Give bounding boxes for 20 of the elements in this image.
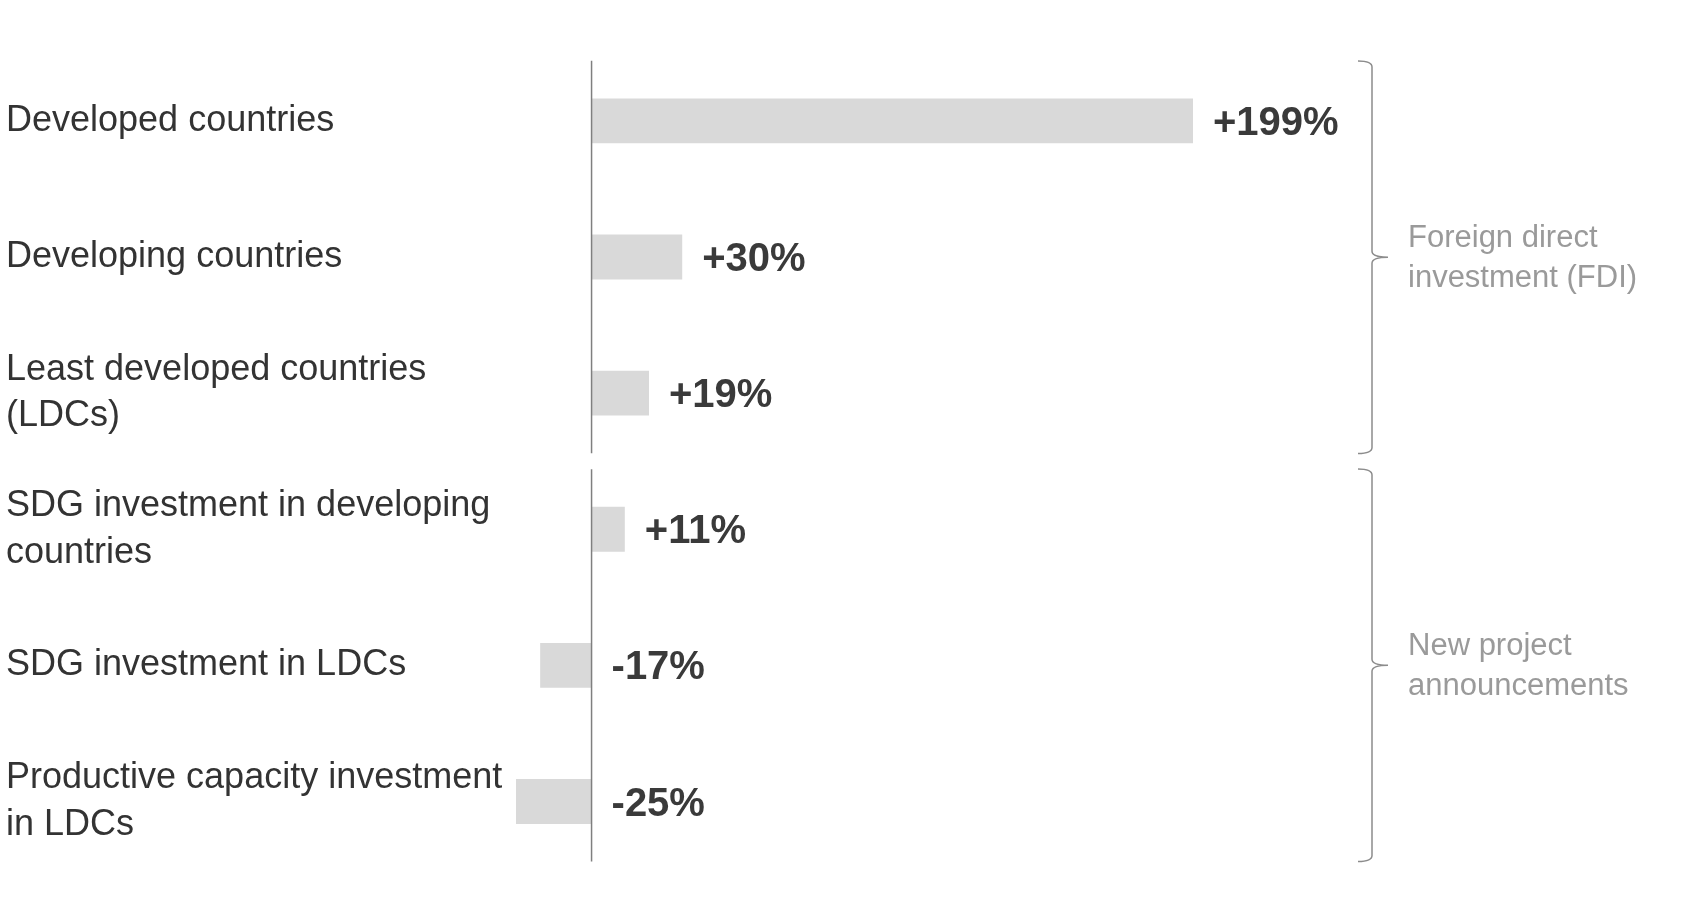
text: Foreign direct investment (FDI) bbox=[1408, 217, 1639, 296]
data-label: -25% bbox=[611, 779, 705, 824]
y-tick-label: Developed countries bbox=[6, 97, 335, 139]
y-tick-label: Productive capacity investment in LDCs bbox=[6, 755, 503, 843]
bar bbox=[591, 98, 1193, 144]
y-tick-label: SDG investment in developing countries bbox=[6, 482, 491, 571]
data-label: +30% bbox=[702, 235, 806, 280]
data-label: +19% bbox=[668, 371, 773, 416]
bar bbox=[591, 234, 683, 280]
y-tick-label: Developing countries bbox=[6, 233, 343, 275]
data-label: +199% bbox=[1213, 98, 1339, 143]
text: New project announcements bbox=[1408, 625, 1630, 705]
bar bbox=[591, 506, 625, 552]
data-label: +11% bbox=[644, 507, 747, 552]
bar bbox=[540, 642, 592, 688]
bar bbox=[591, 370, 649, 416]
bar bbox=[516, 779, 592, 824]
y-tick-label: SDG investment in LDCs bbox=[6, 642, 407, 684]
y-tick-label: Least developed countries (LDCs) bbox=[6, 346, 427, 435]
data-label: -17% bbox=[611, 643, 705, 688]
